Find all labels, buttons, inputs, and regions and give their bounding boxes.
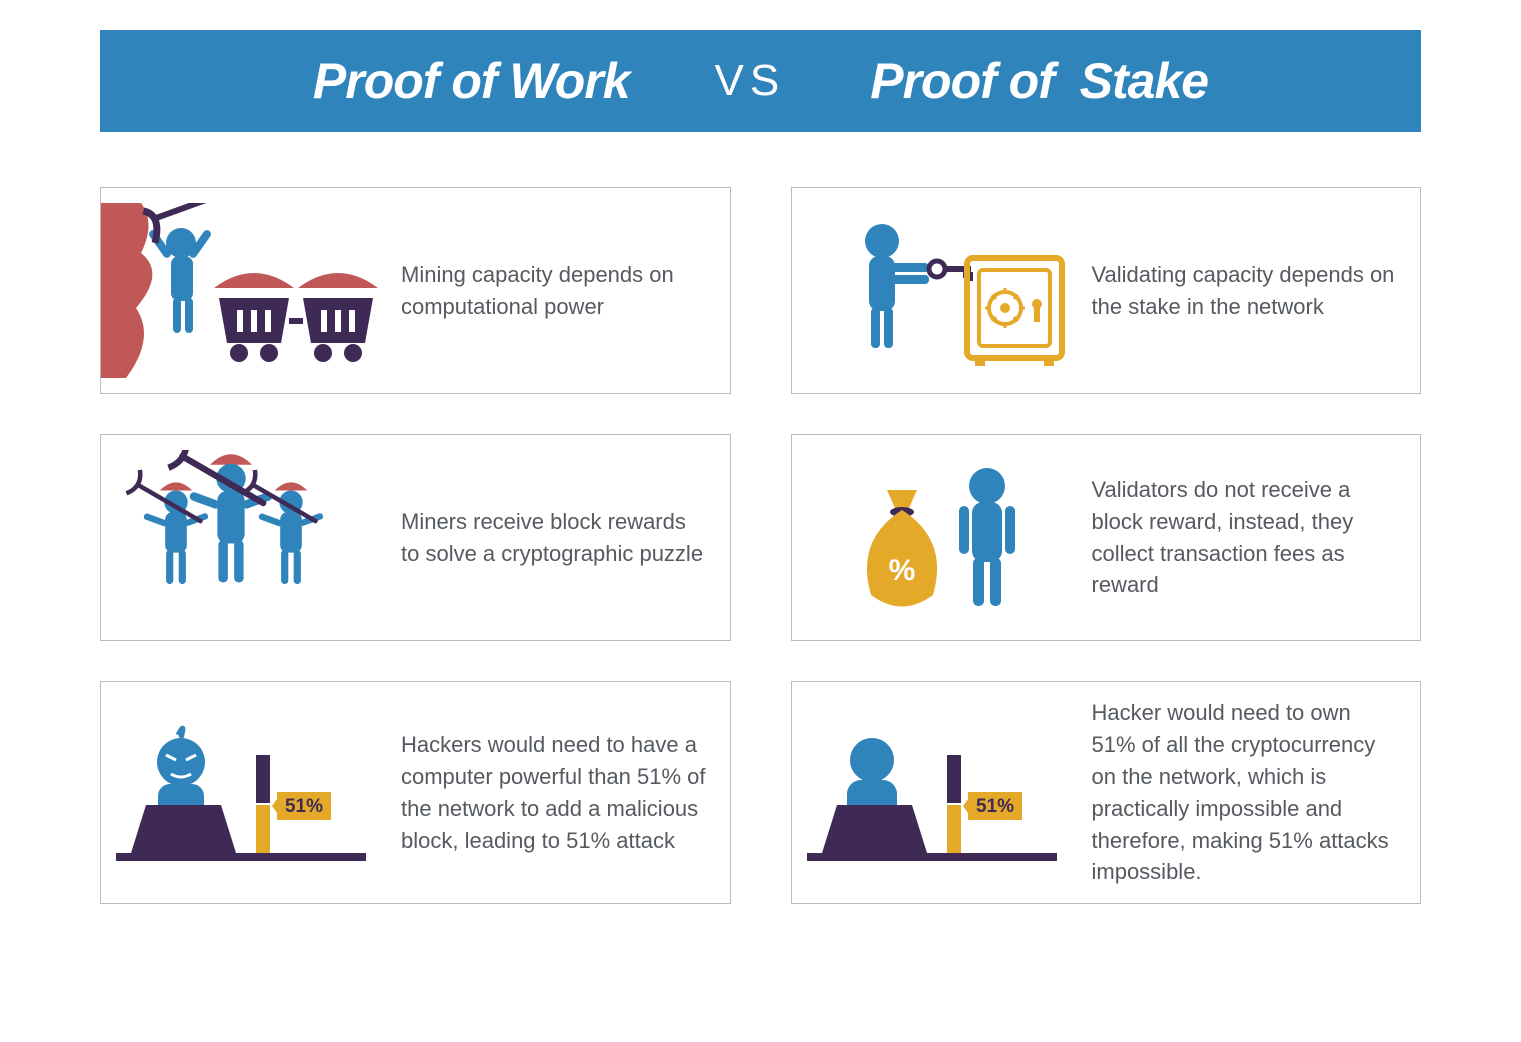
hacker-evil-icon: 51% bbox=[101, 705, 401, 880]
comparison-grid: Mining capacity depends on computational… bbox=[100, 187, 1421, 904]
title-vs: VS bbox=[715, 56, 786, 106]
miners-group-icon bbox=[101, 450, 401, 625]
card-pow-3: 51% Hackers would need to have a compute… bbox=[100, 681, 731, 904]
card-text: Validating capacity depends on the stake… bbox=[1092, 259, 1401, 323]
header-banner: Proof of Work VS Proof of Stake bbox=[100, 30, 1421, 132]
percent-label: % bbox=[888, 554, 915, 587]
fifty-one-label: 51% bbox=[975, 796, 1013, 817]
fifty-one-label: 51% bbox=[285, 796, 323, 817]
key-safe-icon bbox=[792, 203, 1092, 378]
card-pow-2: Miners receive block rewards to solve a … bbox=[100, 434, 731, 641]
title-left: Proof of Work bbox=[313, 52, 630, 110]
money-bag-icon: % bbox=[792, 450, 1092, 625]
card-pos-3: 51% Hacker would need to own 51% of all … bbox=[791, 681, 1422, 904]
card-text: Validators do not receive a block reward… bbox=[1092, 474, 1401, 602]
card-text: Hacker would need to own 51% of all the … bbox=[1092, 697, 1401, 888]
card-pos-2: % Validators do not receive a block rewa… bbox=[791, 434, 1422, 641]
card-pow-1: Mining capacity depends on computational… bbox=[100, 187, 731, 394]
card-pos-1: Validating capacity depends on the stake… bbox=[791, 187, 1422, 394]
hacker-user-icon: 51% bbox=[792, 705, 1092, 880]
card-text: Miners receive block rewards to solve a … bbox=[401, 506, 710, 570]
card-text: Hackers would need to have a computer po… bbox=[401, 729, 710, 857]
miner-carts-icon bbox=[101, 203, 401, 378]
title-right: Proof of Stake bbox=[870, 52, 1208, 110]
card-text: Mining capacity depends on computational… bbox=[401, 259, 710, 323]
